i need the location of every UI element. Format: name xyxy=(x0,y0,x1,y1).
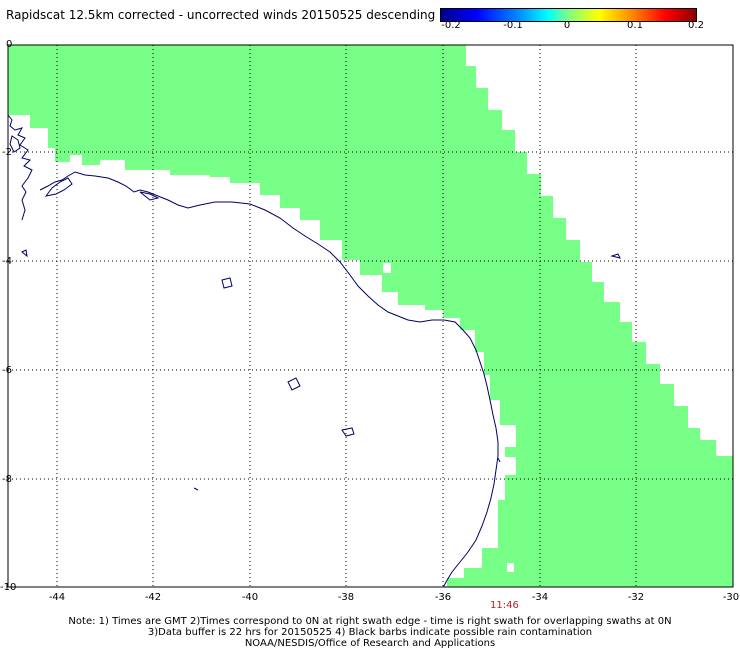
lat-label: -8 xyxy=(2,474,12,485)
lon-label: -42 xyxy=(145,592,161,603)
lat-label: -6 xyxy=(2,365,12,376)
lon-label: -30 xyxy=(723,592,739,603)
colorbar-tick: -0.2 xyxy=(441,20,461,31)
footer-notes: Note: 1) Times are GMT 2)Times correspon… xyxy=(0,616,740,649)
lat-label: -10 xyxy=(0,582,16,593)
lon-label: -38 xyxy=(338,592,354,603)
scatterometer-swath xyxy=(8,45,733,587)
lon-label: -32 xyxy=(628,592,644,603)
note-line: 3)Data buffer is 22 hrs for 20150525 4) … xyxy=(147,627,593,638)
note-line: Note: 1) Times are GMT 2)Times correspon… xyxy=(68,616,672,627)
data-gap xyxy=(507,563,514,572)
map-frame xyxy=(7,44,734,588)
lat-label: -4 xyxy=(2,256,12,267)
data-gap xyxy=(383,263,391,273)
map-title: Rapidscat 12.5km corrected - uncorrected… xyxy=(6,8,436,22)
lon-label: -36 xyxy=(435,592,451,603)
graticule xyxy=(8,45,733,587)
colorbar-tick: -0.1 xyxy=(503,20,523,31)
lon-label: -40 xyxy=(242,592,258,603)
coastline xyxy=(8,114,621,587)
lat-label: 0 xyxy=(6,39,12,50)
lat-label: -2 xyxy=(2,147,12,158)
colorbar-tick: 0.2 xyxy=(688,20,704,31)
color-scale-bar xyxy=(440,8,697,22)
note-line: NOAA/NESDIS/Office of Research and Appli… xyxy=(244,638,496,649)
lon-label: -34 xyxy=(532,592,548,603)
lon-label: -44 xyxy=(49,592,65,603)
data-gap xyxy=(44,152,52,160)
swath-time: 11:46 xyxy=(490,600,519,611)
colorbar-tick: 0.1 xyxy=(627,20,643,31)
colorbar-tick: 0 xyxy=(563,20,571,31)
